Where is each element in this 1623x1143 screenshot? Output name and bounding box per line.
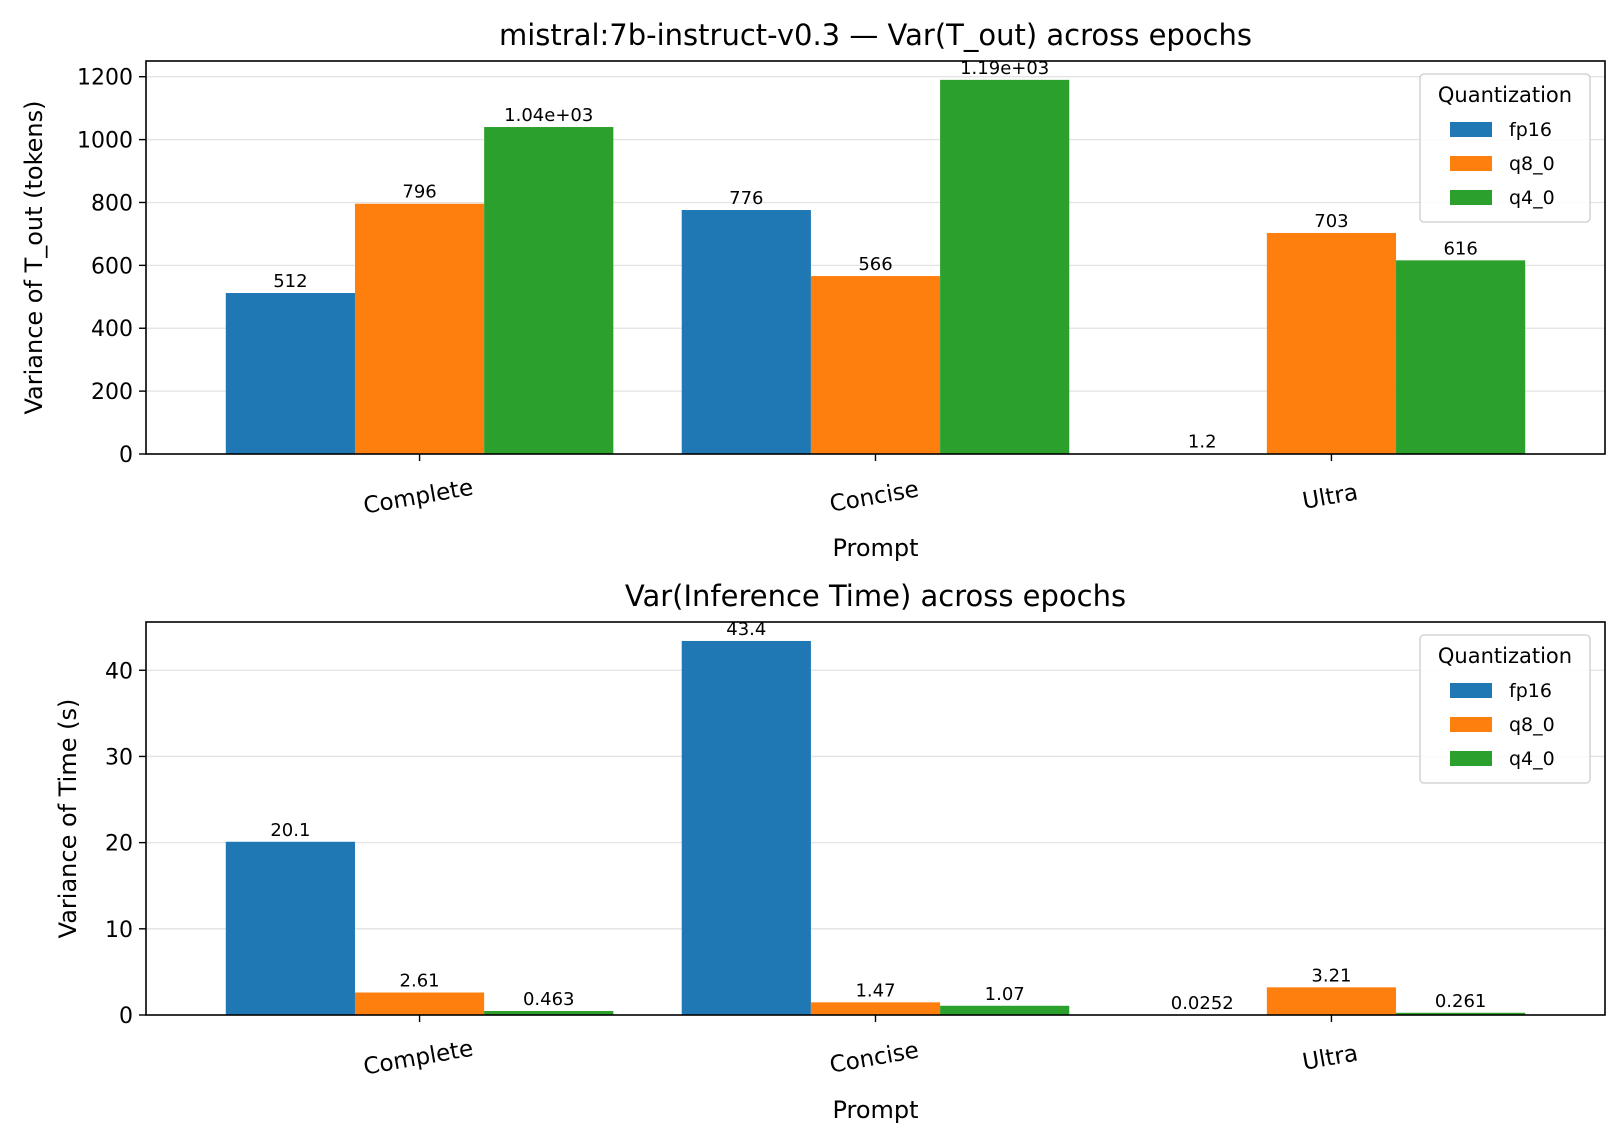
- y-tick-label: 800: [91, 191, 133, 216]
- y-tick-label: 20: [105, 832, 133, 857]
- bar-value-label: 3.21: [1311, 965, 1351, 986]
- y-tick-label: 10: [105, 918, 133, 943]
- bar-value-label: 1.47: [855, 980, 895, 1001]
- legend: Quantization fp16 q8_0 q4_0: [1419, 73, 1591, 223]
- bar-q4_0: [484, 1011, 614, 1015]
- bar-value-label: 703: [1314, 211, 1348, 232]
- chart-title: Var(Inference Time) across epochs: [625, 579, 1126, 613]
- bar-value-label: 20.1: [270, 820, 310, 841]
- bar-value-label: 2.61: [400, 971, 440, 992]
- bar-value-label: 0.261: [1435, 991, 1487, 1012]
- bar-q8_0: [1266, 232, 1397, 454]
- legend-swatch-q8_0: [1450, 156, 1492, 171]
- legend-label-q4_0: q4_0: [1509, 748, 1555, 770]
- bar-fp16: [225, 841, 355, 1015]
- bar-value-label: 0.463: [523, 989, 575, 1010]
- y-tick-label: 1000: [77, 129, 133, 154]
- y-axis-label: Variance of Time (s): [54, 699, 82, 939]
- bar-value-label: 1.04e+03: [504, 105, 593, 126]
- legend-label-fp16: fp16: [1509, 680, 1552, 702]
- legend-swatch-fp16: [1450, 122, 1492, 137]
- legend: Quantization fp16 q8_0 q4_0: [1419, 634, 1591, 784]
- legend-swatch-q4_0: [1450, 190, 1492, 205]
- chart-title: mistral:7b-instruct-v0.3 — Var(T_out) ac…: [499, 18, 1252, 52]
- y-tick-label: 1200: [77, 66, 133, 91]
- x-axis-label: Prompt: [832, 534, 918, 562]
- bar-value-label: 0.0252: [1171, 993, 1234, 1014]
- y-tick-label: 200: [91, 380, 133, 405]
- legend-label-q8_0: q8_0: [1509, 714, 1555, 736]
- bar-value-label: 1.07: [985, 984, 1025, 1005]
- legend-title: Quantization: [1438, 644, 1572, 668]
- legend-swatch-q8_0: [1450, 717, 1492, 732]
- bar-q8_0: [354, 992, 485, 1015]
- y-tick-label: 40: [105, 659, 133, 684]
- bar-value-label: 616: [1443, 238, 1477, 259]
- legend-box: [1419, 634, 1591, 784]
- x-axis-label: Prompt: [832, 1096, 918, 1124]
- bar-q8_0: [354, 203, 485, 454]
- y-tick-label: 0: [119, 443, 133, 468]
- y-tick-label: 600: [91, 254, 133, 279]
- bar-q4_0: [940, 79, 1070, 454]
- y-tick-label: 400: [91, 317, 133, 342]
- bar-value-label: 776: [729, 188, 763, 209]
- bar-q4_0: [1396, 1012, 1526, 1015]
- bar-q4_0: [484, 127, 614, 455]
- legend-label-q4_0: q4_0: [1509, 187, 1555, 209]
- bar-q4_0: [940, 1005, 1070, 1015]
- y-tick-label: 0: [119, 1004, 133, 1029]
- bar-q4_0: [1396, 260, 1526, 454]
- bar-fp16: [681, 640, 811, 1015]
- bar-value-label: 512: [273, 271, 307, 292]
- bar-value-label: 1.19e+03: [960, 58, 1049, 79]
- bar-fp16: [225, 293, 355, 454]
- legend-swatch-fp16: [1450, 683, 1492, 698]
- legend-label-fp16: fp16: [1509, 119, 1552, 141]
- bar-value-label: 566: [858, 254, 892, 275]
- chart-1: 512 776 1.2 796 566 703 1.04e+03 1.19e+03 616 0 20…: [20, 18, 1606, 562]
- bar-q8_0: [1266, 987, 1397, 1015]
- bar-q8_0: [810, 1002, 941, 1015]
- legend-label-q8_0: q8_0: [1509, 153, 1555, 175]
- bar-value-label: 796: [402, 182, 436, 203]
- bar-value-label: 1.2: [1188, 432, 1217, 453]
- bar-value-label: 43.4: [726, 619, 766, 640]
- y-axis-label: Variance of T_out (tokens): [20, 100, 48, 414]
- legend-swatch-q4_0: [1450, 751, 1492, 766]
- bar-q8_0: [810, 276, 941, 454]
- legend-title: Quantization: [1438, 83, 1572, 107]
- y-tick-label: 30: [105, 745, 133, 770]
- bar-fp16: [681, 210, 811, 454]
- legend-box: [1419, 73, 1591, 223]
